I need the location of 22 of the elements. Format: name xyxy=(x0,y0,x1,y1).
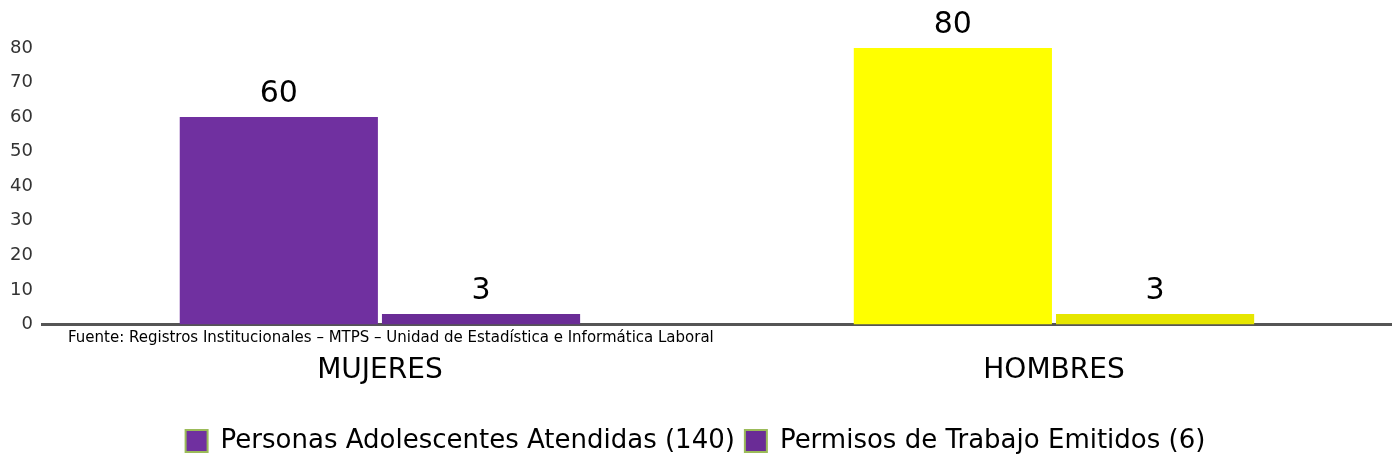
bar xyxy=(381,314,581,325)
y-tick-label: 30 xyxy=(10,208,33,230)
bar xyxy=(1056,314,1255,325)
y-tick-label: 20 xyxy=(10,242,33,264)
y-tick-label: 10 xyxy=(10,277,33,299)
x-tick-label: HOMBRES xyxy=(983,352,1125,386)
data-label: 80 xyxy=(933,4,972,40)
y-tick-label: 0 xyxy=(21,312,33,334)
legend-label: Personas Adolescentes Atendidas (140) xyxy=(220,423,735,454)
y-tick-label: 50 xyxy=(10,139,33,161)
x-tick-label: MUJERES xyxy=(317,352,443,386)
bar xyxy=(179,117,378,325)
data-label: 3 xyxy=(471,270,491,306)
y-tick-label: 60 xyxy=(10,104,33,126)
y-tick-label: 80 xyxy=(10,35,33,57)
data-label: 60 xyxy=(259,73,298,109)
y-tick-label: 40 xyxy=(10,173,33,195)
y-tick-label: 70 xyxy=(10,70,33,92)
bar xyxy=(853,48,1052,325)
legend-label: Permisos de Trabajo Emitidos (6) xyxy=(779,423,1206,454)
data-label: 3 xyxy=(1145,270,1165,306)
source-note: Fuente: Registros Institucionales – MTPS – Unidad de Estadística e Informática Laboral xyxy=(68,327,714,346)
